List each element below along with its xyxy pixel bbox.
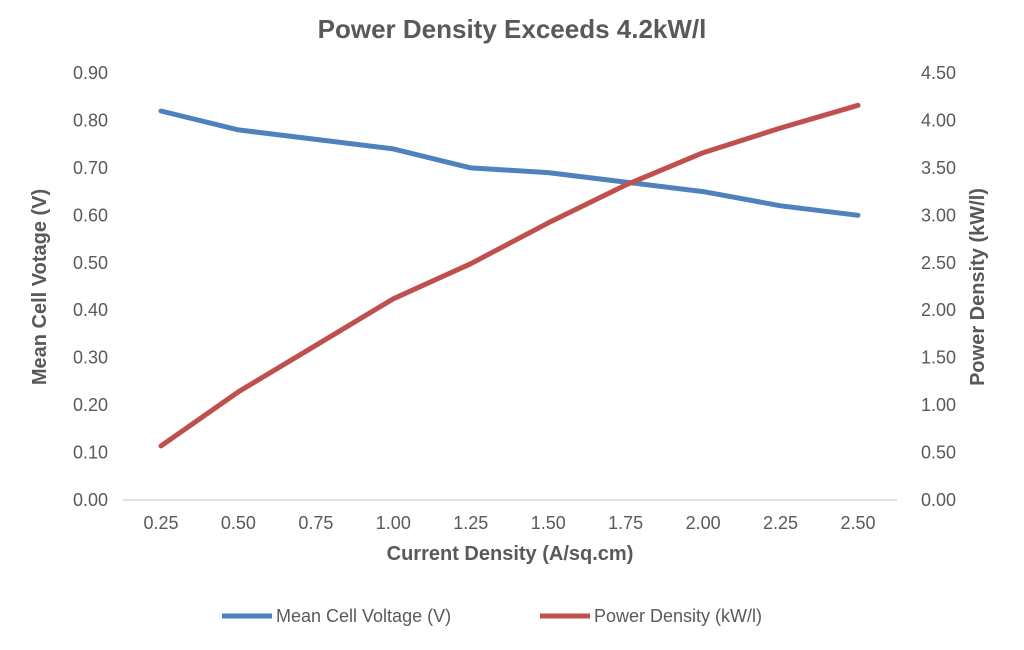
- y2-axis-label: Power Density (kW/l): [967, 188, 989, 386]
- series-line-power: [161, 105, 858, 446]
- y-axis-label: Mean Cell Votage (V): [29, 189, 51, 385]
- legend-label-voltage: Mean Cell Voltage (V): [276, 606, 451, 626]
- y2-tick-label: 0.50: [921, 443, 956, 463]
- y2-tick-label: 3.00: [921, 205, 956, 225]
- y2-tick-label: 0.00: [921, 490, 956, 510]
- y-tick-label: 0.70: [73, 158, 108, 178]
- legend-label-power: Power Density (kW/l): [594, 606, 762, 626]
- y2-tick-label: 2.50: [921, 253, 956, 273]
- y-tick-label: 0.50: [73, 253, 108, 273]
- x-tick-label: 0.25: [143, 513, 178, 533]
- y-tick-label: 0.10: [73, 443, 108, 463]
- y2-tick-label: 4.00: [921, 110, 956, 130]
- x-tick-label: 1.75: [608, 513, 643, 533]
- x-tick-label: 1.00: [376, 513, 411, 533]
- y-tick-label: 0.00: [73, 490, 108, 510]
- y2-tick-label: 1.00: [921, 395, 956, 415]
- series-line-voltage: [161, 111, 858, 215]
- y-tick-label: 0.80: [73, 110, 108, 130]
- x-tick-label: 2.50: [840, 513, 875, 533]
- y-tick-label: 0.20: [73, 395, 108, 415]
- y-tick-label: 0.60: [73, 205, 108, 225]
- x-tick-label: 2.25: [763, 513, 798, 533]
- y2-tick-label: 4.50: [921, 63, 956, 83]
- x-tick-label: 0.50: [221, 513, 256, 533]
- y-tick-label: 0.90: [73, 63, 108, 83]
- x-tick-label: 1.50: [531, 513, 566, 533]
- x-tick-label: 0.75: [298, 513, 333, 533]
- y-tick-label: 0.30: [73, 348, 108, 368]
- y2-tick-label: 3.50: [921, 158, 956, 178]
- legend: Mean Cell Voltage (V) Power Density (kW/…: [222, 606, 762, 626]
- y2-tick-label: 2.00: [921, 300, 956, 320]
- y-tick-label: 0.40: [73, 300, 108, 320]
- x-tick-label: 1.25: [453, 513, 488, 533]
- chart-title: Power Density Exceeds 4.2kW/l: [318, 14, 707, 44]
- x-axis-label: Current Density (A/sq.cm): [387, 543, 634, 565]
- x-tick-label: 2.00: [686, 513, 721, 533]
- y2-tick-label: 1.50: [921, 348, 956, 368]
